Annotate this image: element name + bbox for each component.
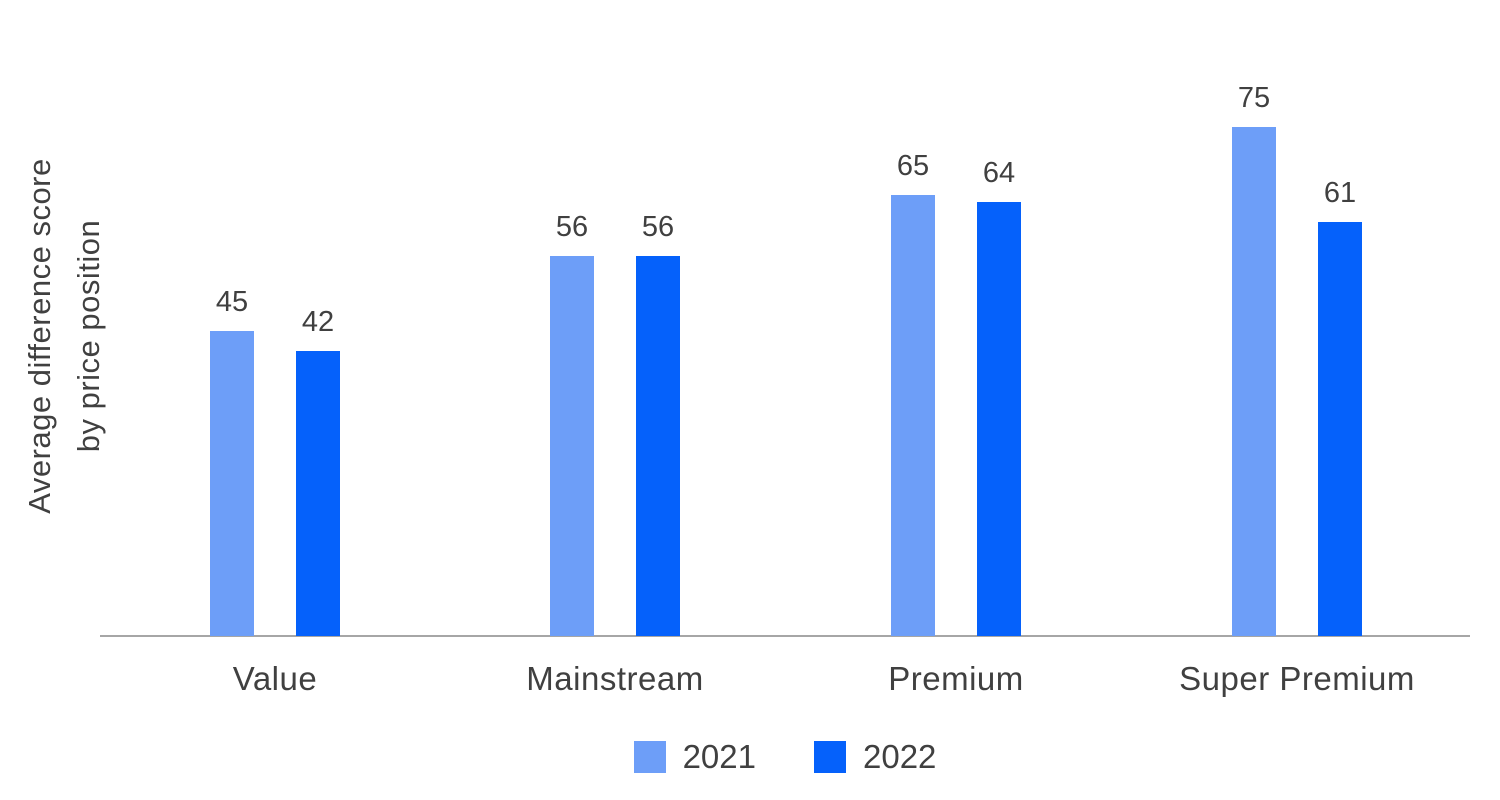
category-label-super-premium: Super Premium	[1179, 660, 1415, 697]
bar-2022-super-premium	[1318, 222, 1362, 636]
value-label-2022-value: 42	[301, 306, 335, 338]
category-label-premium: Premium	[888, 660, 1024, 697]
legend-label-2022: 2022	[863, 738, 937, 775]
legend: 2021 2022	[100, 736, 1470, 778]
value-label-2022-super-premium: 61	[1323, 177, 1357, 209]
legend-item-2021: 2021	[633, 738, 756, 776]
bar-2021-super-premium	[1232, 127, 1276, 636]
value-label-2021-mainstream: 56	[555, 211, 589, 243]
value-label-2021-value: 45	[215, 286, 249, 318]
x-axis-line	[100, 635, 1470, 637]
value-label-2022-premium: 64	[982, 157, 1016, 189]
bar-2022-mainstream	[636, 256, 680, 636]
legend-label-2021: 2021	[682, 738, 756, 775]
bar-2021-premium	[891, 195, 935, 636]
bar-2022-value	[296, 351, 340, 636]
category-label-value: Value	[232, 660, 318, 697]
bar-2021-value	[210, 331, 254, 636]
legend-swatch-2022	[814, 741, 846, 773]
category-label-mainstream: Mainstream	[526, 660, 704, 697]
legend-swatch-2021	[633, 741, 666, 773]
bar-2021-mainstream	[550, 256, 594, 636]
value-label-2022-mainstream: 56	[641, 211, 675, 243]
value-label-2021-super-premium: 75	[1237, 82, 1271, 114]
value-label-2021-premium: 65	[896, 150, 930, 182]
legend-item-2022: 2022	[814, 738, 936, 776]
bar-2022-premium	[977, 202, 1021, 636]
